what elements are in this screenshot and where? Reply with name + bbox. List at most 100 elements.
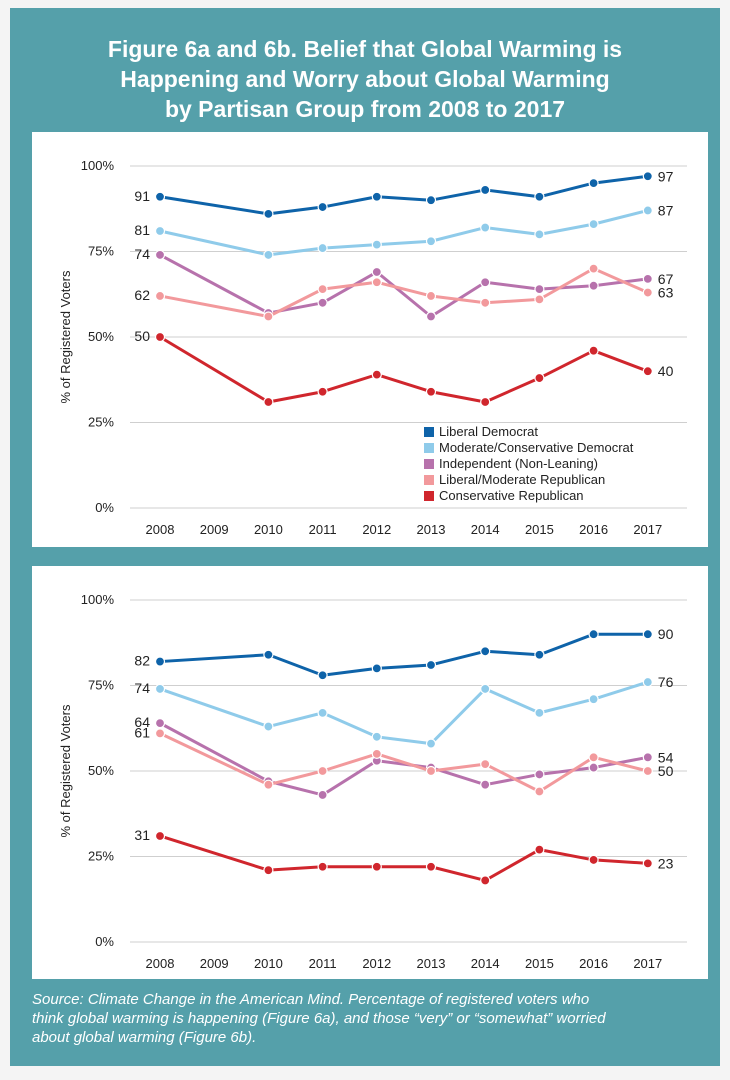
data-point: [317, 861, 328, 872]
x-tick-label: 2012: [362, 522, 391, 537]
series: 91 97: [134, 168, 674, 219]
y-axis-label: % of Registered Voters: [58, 704, 73, 837]
data-label-end: 87: [658, 202, 674, 218]
series: 31 23: [134, 827, 674, 886]
data-point: [371, 277, 382, 288]
data-point: [588, 263, 599, 274]
chart-panel-6b: 0% 25% 50% 75% 100% 2008 2009 2010 2011 2012 2013 2…: [32, 566, 708, 979]
data-point: [263, 649, 274, 660]
data-point: [425, 290, 437, 302]
data-point: [263, 779, 274, 790]
source-note: Source: Climate Change in the American M…: [32, 990, 708, 1047]
series-line: [159, 253, 648, 318]
data-label-start: 81: [134, 222, 150, 238]
data-label-start: 91: [134, 188, 150, 204]
y-tick-label: 0%: [95, 500, 114, 515]
data-label-start: 82: [134, 653, 150, 669]
data-point: [480, 184, 491, 196]
data-point: [534, 649, 545, 660]
data-point: [642, 171, 653, 182]
data-point: [154, 728, 166, 739]
y-tick-label: 50%: [88, 329, 114, 344]
series: 74 76: [134, 674, 674, 749]
series-line: [159, 174, 648, 216]
x-tick-label: 2017: [633, 956, 662, 971]
legend-label: Moderate/Conservative Democrat: [439, 440, 634, 455]
figure-title: Figure 6a and 6b. Belief that Global War…: [10, 34, 720, 124]
y-tick-label: 100%: [81, 592, 115, 607]
data-point: [642, 287, 653, 298]
data-label-end: 40: [658, 363, 674, 379]
data-point: [317, 765, 328, 777]
data-point: [534, 284, 545, 295]
data-point: [480, 759, 491, 770]
data-point: [534, 707, 545, 718]
data-point: [154, 656, 166, 667]
x-tick-label: 2008: [146, 956, 175, 971]
data-point: [425, 386, 437, 397]
data-point: [425, 765, 437, 777]
data-point: [534, 372, 545, 384]
data-point: [371, 369, 382, 380]
data-label-end: 90: [658, 626, 674, 642]
data-point: [642, 629, 653, 640]
series: 82 90: [134, 626, 674, 681]
data-point: [425, 861, 437, 872]
data-point: [534, 769, 545, 780]
data-point: [642, 752, 653, 763]
x-tick-label: 2010: [254, 522, 283, 537]
title-line: Figure 6a and 6b. Belief that Global War…: [107, 36, 623, 62]
data-point: [154, 191, 166, 202]
x-tick-label: 2015: [525, 522, 554, 537]
data-point: [588, 854, 599, 866]
data-point: [480, 297, 491, 308]
data-label-start: 64: [134, 714, 150, 730]
data-point: [642, 366, 653, 377]
x-tick-label: 2011: [309, 522, 337, 537]
x-tick-label: 2012: [362, 956, 391, 971]
y-tick-label: 100%: [81, 158, 115, 173]
data-point: [480, 396, 491, 408]
chart-6b: 0% 25% 50% 75% 100% 2008 2009 2010 2011 2012 2013 2…: [58, 592, 687, 971]
legend-swatch: [424, 475, 434, 485]
data-label-start: 50: [134, 328, 150, 344]
x-tick-label: 2016: [579, 956, 608, 971]
data-point: [642, 205, 653, 216]
data-point: [534, 191, 545, 202]
data-point: [588, 762, 599, 773]
x-tick-label: 2011: [309, 956, 337, 971]
data-point: [317, 242, 328, 254]
series: 61 50: [134, 724, 674, 797]
data-point: [642, 765, 653, 777]
figure-frame: Figure 6a and 6b. Belief that Global War…: [10, 8, 720, 1066]
data-point: [534, 844, 545, 855]
gridlines: [130, 599, 687, 943]
x-tick-label: 2009: [200, 522, 229, 537]
data-point: [588, 219, 599, 230]
y-tick-label: 25%: [88, 849, 114, 864]
data-point: [263, 249, 274, 261]
data-point: [154, 249, 166, 261]
x-tick-label: 2017: [633, 522, 662, 537]
data-label-start: 31: [134, 827, 150, 843]
chart-panel-6a: 0% 25% 50% 75% 100% 2008 2009 2010 2011 2012 2013 2…: [32, 132, 708, 547]
x-tick-label: 2008: [146, 522, 175, 537]
data-point: [154, 683, 166, 695]
gridlines: [130, 165, 687, 509]
data-point: [317, 201, 328, 213]
data-point: [425, 738, 437, 749]
data-point: [480, 779, 491, 790]
legend-label: Liberal Democrat: [439, 424, 538, 439]
data-point: [154, 290, 166, 302]
data-point: [588, 629, 599, 640]
data-point: [317, 284, 328, 295]
data-point: [263, 208, 274, 219]
data-point: [263, 865, 274, 876]
y-axis-label: % of Registered Voters: [58, 270, 73, 403]
title-line: by Partisan Group from 2008 to 2017: [164, 96, 566, 122]
x-tick-label: 2016: [579, 522, 608, 537]
data-point: [317, 297, 328, 308]
data-point: [425, 311, 437, 322]
data-label-end: 54: [658, 749, 674, 765]
legend-swatch: [424, 443, 434, 453]
